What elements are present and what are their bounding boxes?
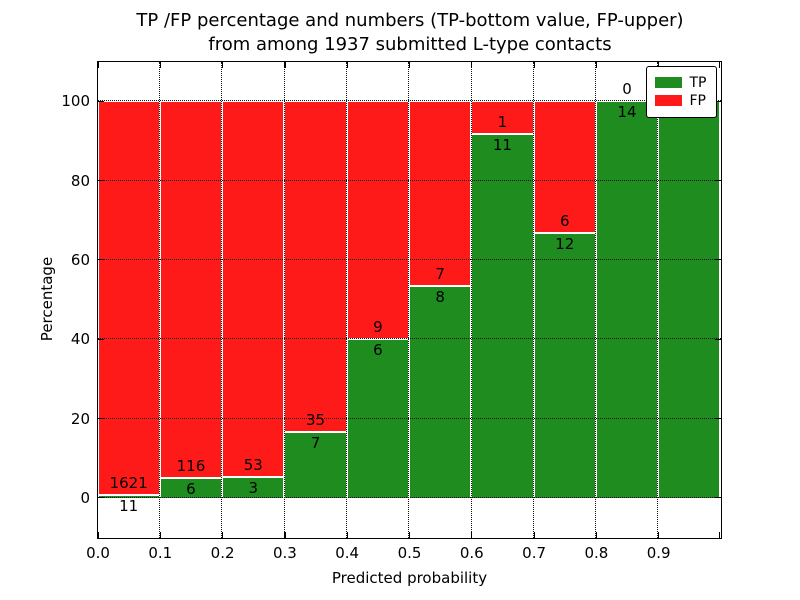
y-tick-mark	[97, 259, 104, 261]
x-tick-mark	[284, 531, 286, 538]
fp-count-label: 9	[373, 318, 383, 337]
x-gridline	[345, 61, 347, 538]
legend-entry-fp: FP	[654, 92, 707, 109]
x-tick-label: 0.7	[522, 544, 547, 562]
x-tick-mark	[595, 61, 598, 68]
x-tick-label: 0.9	[646, 544, 671, 562]
x-tick-mark	[159, 531, 161, 538]
y-tick-mark	[97, 179, 104, 182]
x-gridline	[221, 61, 223, 538]
x-tick-mark	[97, 531, 99, 538]
x-tick-mark	[471, 531, 473, 538]
x-tick-label: 0.8	[584, 544, 609, 562]
x-gridline	[657, 61, 659, 538]
tp-count-label: 12	[555, 235, 575, 254]
fp-count-label: 1621	[109, 474, 148, 493]
x-tick-label: 0.1	[148, 544, 173, 562]
legend: TP FP	[645, 65, 717, 118]
tp-legend-label: TP	[689, 74, 707, 91]
y-tick-label: 40	[70, 330, 90, 349]
y-tick-mark	[97, 338, 104, 340]
y-tick-mark	[714, 100, 721, 102]
x-axis-label: Predicted probability	[331, 569, 488, 587]
x-tick-label: 0.3	[272, 544, 297, 562]
y-tick-label: 20	[70, 409, 90, 428]
tp-count-label: 14	[617, 103, 637, 122]
bar-tp-segment	[533, 233, 596, 498]
y-tick-mark	[714, 338, 721, 340]
x-tick-mark	[658, 61, 660, 68]
plot-area: TP FP 16211111665333579678111612014011	[96, 60, 722, 539]
fp-count-label: 116	[176, 457, 206, 476]
x-tick-mark	[533, 61, 535, 68]
x-tick-mark	[658, 531, 660, 538]
x-tick-label: 0.4	[335, 544, 360, 562]
fp-count-label: 7	[435, 265, 445, 284]
x-gridline	[470, 61, 472, 538]
x-tick-mark	[471, 61, 473, 68]
y-tick-mark	[97, 100, 104, 102]
tp-count-label: 11	[492, 136, 512, 155]
bar-fp-segment	[533, 101, 596, 234]
y-tick-mark	[97, 417, 104, 420]
x-tick-label: 0.2	[210, 544, 235, 562]
bar-tp-segment	[409, 286, 472, 498]
x-tick-mark	[719, 531, 721, 538]
y-tick-mark	[714, 179, 721, 182]
y-tick-label: 100	[61, 92, 90, 111]
x-tick-label: 0.6	[459, 544, 484, 562]
chart-title-line2: from among 1937 submitted L-type contact…	[208, 34, 612, 55]
x-gridline	[532, 61, 534, 538]
x-tick-mark	[409, 61, 411, 68]
x-tick-mark	[346, 61, 348, 68]
x-tick-label: 0.0	[86, 544, 110, 562]
x-tick-mark	[595, 531, 598, 538]
x-tick-mark	[346, 531, 348, 538]
y-tick-mark	[714, 497, 721, 499]
fp-count-label: 53	[243, 455, 263, 474]
fp-count-label: 35	[306, 410, 326, 429]
tp-count-label: 3	[248, 478, 259, 497]
x-gridline	[159, 61, 161, 538]
fp-legend-label: FP	[689, 92, 707, 109]
x-gridline	[595, 61, 597, 538]
fp-count-label: 0	[622, 80, 632, 99]
x-tick-mark	[284, 61, 286, 68]
y-tick-label: 60	[70, 250, 90, 269]
bar-fp-segment	[159, 101, 223, 479]
x-tick-mark	[222, 61, 224, 68]
tp-count-label: 6	[186, 480, 196, 499]
bar-fp-segment	[97, 101, 160, 496]
x-tick-label: 0.5	[397, 544, 422, 562]
tp-count-label: 6	[373, 341, 383, 360]
fp-count-label: 6	[559, 212, 570, 231]
fp-count-label: 1	[497, 113, 508, 132]
x-tick-mark	[97, 61, 99, 68]
chart-title-line1: TP /FP percentage and numbers (TP-bottom…	[136, 10, 684, 31]
x-tick-mark	[222, 531, 224, 538]
chart-title: TP /FP percentage and numbers (TP-bottom…	[60, 9, 760, 57]
y-tick-mark	[97, 497, 104, 499]
tp-count-label: 8	[435, 288, 445, 307]
y-tick-label: 0	[80, 488, 90, 507]
bar-tp-segment	[471, 134, 534, 498]
x-tick-mark	[719, 61, 721, 68]
x-tick-mark	[159, 61, 161, 68]
x-tick-mark	[409, 531, 411, 538]
bar-tp-segment	[595, 101, 659, 498]
legend-entry-tp: TP	[654, 74, 707, 91]
bar-fp-segment	[284, 101, 347, 432]
x-gridline	[283, 61, 285, 538]
tp-count-label: 7	[310, 433, 321, 452]
fp-legend-swatch	[654, 95, 682, 106]
bar-tp-segment	[658, 101, 721, 498]
tp-legend-swatch	[654, 77, 682, 88]
tp-count-label: 11	[119, 497, 139, 516]
y-tick-mark	[714, 417, 721, 420]
x-tick-mark	[533, 531, 535, 538]
y-tick-label: 80	[70, 171, 90, 190]
x-gridline	[408, 61, 410, 538]
y-tick-mark	[714, 259, 721, 261]
